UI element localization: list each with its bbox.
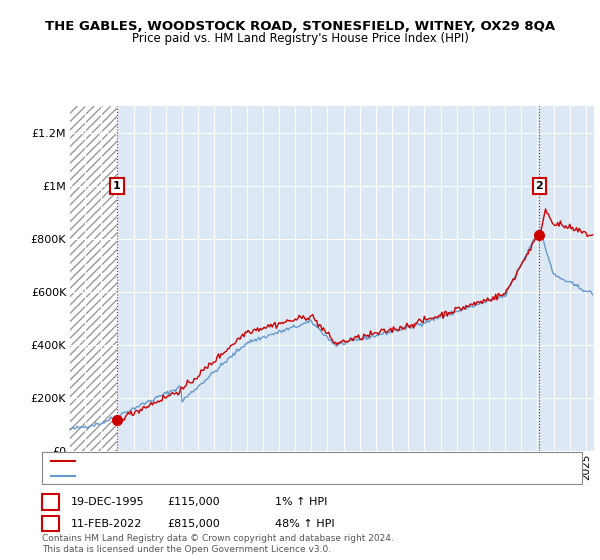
Text: THE GABLES, WOODSTOCK ROAD, STONESFIELD, WITNEY, OX29 8QA: THE GABLES, WOODSTOCK ROAD, STONESFIELD,… xyxy=(45,20,555,32)
Text: 1: 1 xyxy=(113,181,121,191)
Text: THE GABLES, WOODSTOCK ROAD, STONESFIELD, WITNEY, OX29 8QA (detached house): THE GABLES, WOODSTOCK ROAD, STONESFIELD,… xyxy=(81,456,515,466)
Text: Price paid vs. HM Land Registry's House Price Index (HPI): Price paid vs. HM Land Registry's House … xyxy=(131,32,469,45)
Text: 1: 1 xyxy=(47,497,54,507)
Text: 2: 2 xyxy=(47,519,54,529)
Text: 1% ↑ HPI: 1% ↑ HPI xyxy=(275,497,327,507)
Text: £115,000: £115,000 xyxy=(167,497,220,507)
Text: £815,000: £815,000 xyxy=(167,519,220,529)
Text: HPI: Average price, detached house, West Oxfordshire: HPI: Average price, detached house, West… xyxy=(81,472,351,481)
Text: 2: 2 xyxy=(536,181,543,191)
Text: This data is licensed under the Open Government Licence v3.0.: This data is licensed under the Open Gov… xyxy=(42,545,331,554)
Text: 48% ↑ HPI: 48% ↑ HPI xyxy=(275,519,334,529)
Text: 11-FEB-2022: 11-FEB-2022 xyxy=(71,519,142,529)
Text: Contains HM Land Registry data © Crown copyright and database right 2024.: Contains HM Land Registry data © Crown c… xyxy=(42,534,394,543)
Text: 19-DEC-1995: 19-DEC-1995 xyxy=(71,497,145,507)
Bar xyxy=(69,106,117,451)
